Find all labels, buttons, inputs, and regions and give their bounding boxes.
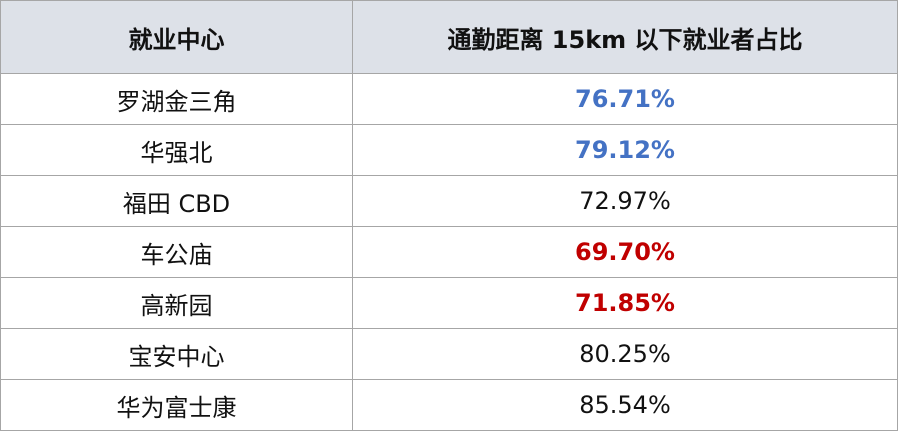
table-row: 罗湖金三角 76.71%: [0, 73, 898, 125]
center-name: 高新园: [0, 277, 353, 329]
center-name: 宝安中心: [0, 328, 353, 380]
center-name: 福田 CBD: [0, 175, 353, 227]
center-name: 车公庙: [0, 226, 353, 278]
share-value: 69.70%: [352, 226, 898, 278]
share-value: 85.54%: [352, 379, 898, 431]
center-name: 华强北: [0, 124, 353, 176]
share-value: 79.12%: [352, 124, 898, 176]
table-row: 高新园 71.85%: [0, 277, 898, 329]
table-body: 罗湖金三角 76.71% 华强北 79.12% 福田 CBD 72.97% 车公庙 69.70…: [0, 73, 898, 431]
header-cell: 通勤距离 15km 以下就业者占比: [352, 0, 898, 74]
header-row: 就业中心 通勤距离 15km 以下就业者占比: [0, 0, 898, 74]
share-value: 80.25%: [352, 328, 898, 380]
table-row: 华强北 79.12%: [0, 124, 898, 176]
center-name: 华为富士康: [0, 379, 353, 431]
header-cell: 就业中心: [0, 0, 353, 74]
share-value: 76.71%: [352, 73, 898, 125]
share-value: 72.97%: [352, 175, 898, 227]
table-row: 福田 CBD 72.97%: [0, 175, 898, 227]
center-name: 罗湖金三角: [0, 73, 353, 125]
share-value: 71.85%: [352, 277, 898, 329]
table-row: 车公庙 69.70%: [0, 226, 898, 278]
table-row: 宝安中心 80.25%: [0, 328, 898, 380]
table-row: 华为富士康 85.54%: [0, 379, 898, 431]
